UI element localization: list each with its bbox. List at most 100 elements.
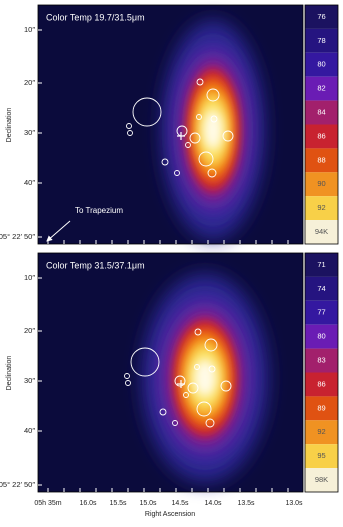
source-circle bbox=[194, 364, 200, 370]
y-axis-label: Declination bbox=[6, 356, 13, 391]
x-tick-label: 13.5s bbox=[237, 500, 255, 507]
source-circle bbox=[196, 78, 204, 86]
annotation: To Trapezium bbox=[75, 206, 123, 215]
y-tick-label: 40″ bbox=[24, 178, 35, 187]
source-circle bbox=[207, 168, 217, 178]
panel: Color Temp 31.5/37.1μm 71 74 77 80 83 86 89 92 95… bbox=[0, 252, 339, 493]
x-tick-label: 16.0s bbox=[79, 500, 97, 507]
source-circle bbox=[198, 151, 214, 167]
source-circle bbox=[174, 170, 180, 176]
y-tick-label: 20″ bbox=[24, 78, 35, 87]
source-circle bbox=[204, 338, 218, 352]
annotation-arrow bbox=[46, 220, 71, 242]
y-tick-label: −05° 22′ 50″ bbox=[0, 480, 35, 489]
temperature-region bbox=[203, 110, 223, 150]
x-tick-label: 14.0s bbox=[204, 500, 222, 507]
source-circle bbox=[183, 392, 189, 398]
colorbar-cell bbox=[305, 348, 338, 373]
colorbar-cell bbox=[305, 76, 338, 101]
panel-title: Color Temp 31.5/37.1μm bbox=[46, 260, 145, 270]
colorbar-label: 83 bbox=[317, 356, 325, 365]
panel: Color Temp 19.7/31.5μm 76 78 80 82 84 86 88 90 92… bbox=[0, 4, 339, 245]
colorbar-label: 94K bbox=[315, 227, 328, 236]
colorbar-cell bbox=[305, 220, 338, 244]
colorbar-label: 92 bbox=[317, 427, 325, 436]
source-circle bbox=[196, 401, 212, 417]
colorbar-label: 76 bbox=[317, 12, 325, 21]
colorbar-cell bbox=[305, 100, 338, 125]
colorbar-label: 80 bbox=[317, 60, 325, 69]
source-circle bbox=[220, 380, 232, 392]
y-tick-label: −05° 22′ 50″ bbox=[0, 232, 35, 241]
colorbar-label: 74 bbox=[317, 284, 325, 293]
source-circle bbox=[161, 158, 169, 166]
y-tick-label: 30″ bbox=[24, 128, 35, 137]
x-axis-label: Right Ascension bbox=[145, 511, 195, 518]
source-circle bbox=[189, 132, 201, 144]
map-frame bbox=[37, 4, 304, 245]
y-tick-label: 10″ bbox=[24, 25, 35, 34]
map-frame bbox=[37, 252, 304, 493]
source-circle bbox=[208, 365, 216, 373]
colorbar-label: 86 bbox=[317, 131, 325, 140]
colorbar-label: 84 bbox=[317, 108, 325, 117]
source-circle bbox=[196, 114, 202, 120]
source-circle bbox=[130, 347, 160, 377]
source-circle bbox=[185, 142, 191, 148]
colorbar-cell bbox=[305, 300, 338, 325]
colorbar-cell bbox=[305, 444, 338, 469]
colorbar-frame bbox=[304, 252, 339, 493]
source-circle bbox=[210, 115, 218, 123]
colorbar-cell bbox=[305, 253, 338, 277]
source-circle bbox=[206, 88, 220, 102]
cross-marker bbox=[177, 380, 185, 388]
colorbar-label: 80 bbox=[317, 332, 325, 341]
colorbar-label: 89 bbox=[317, 403, 325, 412]
colorbar-cell bbox=[305, 28, 338, 53]
colorbar-label: 88 bbox=[317, 155, 325, 164]
colorbar-cell bbox=[305, 196, 338, 221]
panel-title: Color Temp 19.7/31.5μm bbox=[46, 12, 145, 22]
x-tick-label: 15.0s bbox=[139, 500, 157, 507]
x-tick-label: 15.5s bbox=[109, 500, 127, 507]
x-tick-label: 13.0s bbox=[285, 500, 303, 507]
colorbar-label: 71 bbox=[317, 260, 325, 269]
colorbar-cell bbox=[305, 468, 338, 492]
colorbar-label: 95 bbox=[317, 451, 325, 460]
colorbar-cell bbox=[305, 276, 338, 301]
colorbar-label: 92 bbox=[317, 203, 325, 212]
source-circle bbox=[205, 418, 215, 428]
source-circle bbox=[222, 130, 234, 142]
source-circle bbox=[187, 382, 199, 394]
colorbar-label: 78 bbox=[317, 36, 325, 45]
y-tick-label: 20″ bbox=[24, 326, 35, 335]
colorbar-cell bbox=[305, 420, 338, 445]
colorbar-cell bbox=[305, 324, 338, 349]
colorbar-label: 77 bbox=[317, 308, 325, 317]
cross-marker bbox=[177, 132, 185, 140]
colorbar-cell bbox=[305, 148, 338, 173]
y-axis-label: Declination bbox=[6, 108, 13, 143]
source-circle bbox=[127, 130, 133, 136]
colorbar-cell bbox=[305, 372, 338, 397]
source-circle bbox=[159, 408, 167, 416]
x-tick-label: 14.5s bbox=[171, 500, 189, 507]
colorbar-cell bbox=[305, 124, 338, 149]
colorbar-cell bbox=[305, 172, 338, 197]
colorbar-cell bbox=[305, 396, 338, 421]
colorbar-label: 98K bbox=[315, 475, 328, 484]
y-tick-label: 40″ bbox=[24, 426, 35, 435]
colorbar-cell bbox=[305, 5, 338, 29]
y-tick-label: 10″ bbox=[24, 273, 35, 282]
source-circle bbox=[132, 97, 162, 127]
colorbar-label: 86 bbox=[317, 379, 325, 388]
source-circle bbox=[126, 123, 132, 129]
y-tick-label: 30″ bbox=[24, 376, 35, 385]
colorbar-label: 82 bbox=[317, 84, 325, 93]
colorbar-frame bbox=[304, 4, 339, 245]
source-circle bbox=[172, 420, 178, 426]
source-circle bbox=[124, 373, 130, 379]
source-circle bbox=[125, 380, 131, 386]
x-tick-label: 05h 35m bbox=[34, 500, 61, 507]
